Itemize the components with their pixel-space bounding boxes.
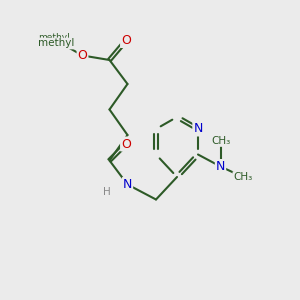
Text: N: N (123, 178, 132, 191)
Text: N: N (193, 122, 203, 136)
Text: O: O (78, 49, 87, 62)
Text: CH₃: CH₃ (211, 136, 230, 146)
Text: CH₃: CH₃ (233, 172, 253, 182)
Text: O: O (121, 137, 131, 151)
Text: methyl: methyl (38, 33, 70, 42)
Text: methyl: methyl (38, 38, 74, 49)
Text: N: N (216, 160, 225, 173)
Text: O: O (121, 34, 131, 47)
Text: H: H (103, 187, 110, 197)
